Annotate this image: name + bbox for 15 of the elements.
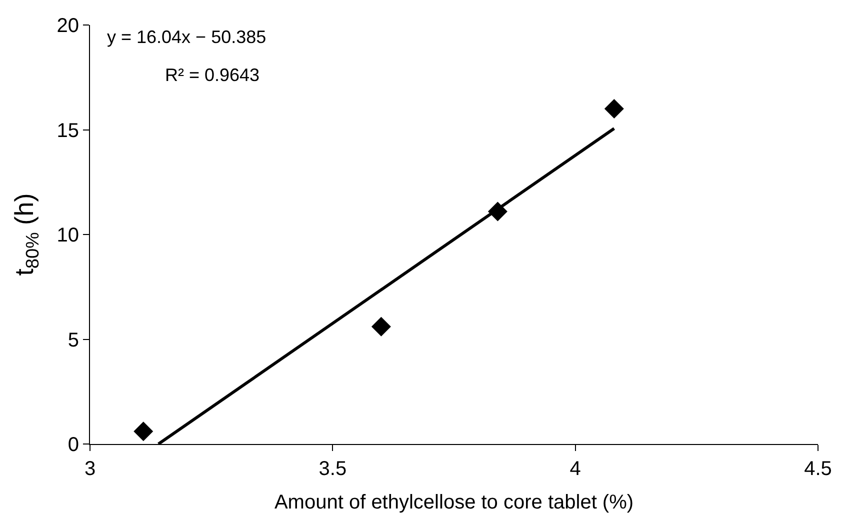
y-tick-label: 10: [56, 224, 79, 246]
y-tick-label: 5: [68, 329, 79, 352]
x-tick-label: 4: [570, 458, 581, 480]
x-axis-title: Amount of ethylcellose to core tablet (%): [274, 492, 634, 514]
point: [371, 316, 391, 336]
point: [134, 422, 154, 442]
y-tick-label: 0: [68, 434, 79, 456]
x-tick-label: 3: [84, 458, 96, 480]
x-tick-label: 3.5: [318, 458, 347, 480]
point: [604, 99, 624, 119]
annotation: R² = 0.9643: [165, 65, 260, 85]
x-tick-label: 4.5: [804, 458, 832, 480]
y-tick-label: 15: [56, 120, 79, 142]
y-tick-label: 20: [56, 15, 79, 37]
annotation: y = 16.04x − 50.385: [107, 27, 266, 47]
